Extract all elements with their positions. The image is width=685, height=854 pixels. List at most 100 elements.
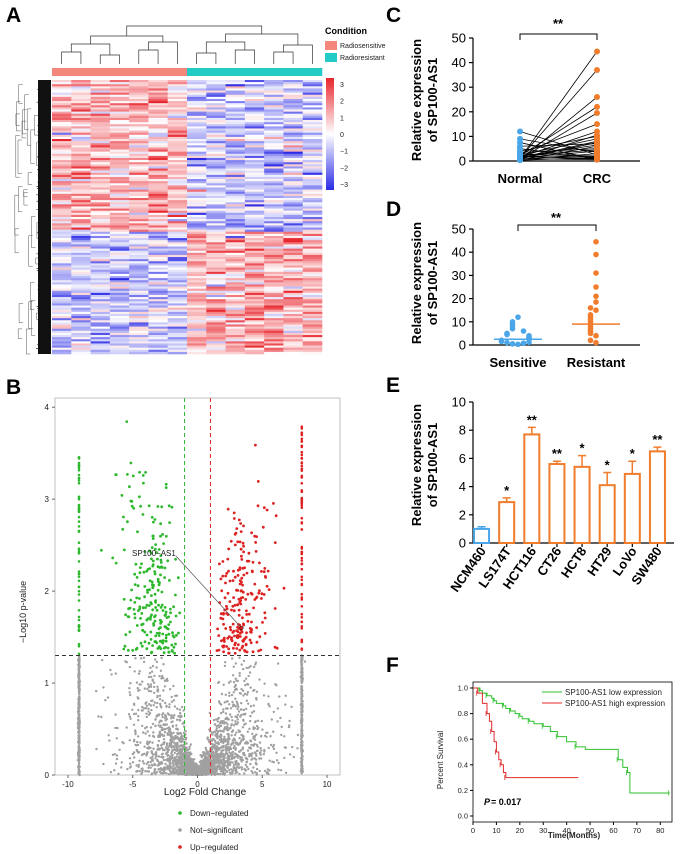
volcano-point-down — [138, 566, 142, 569]
heatmap-cell — [206, 223, 226, 226]
heatmap-cell — [90, 271, 111, 275]
volcano-point-up — [227, 547, 231, 551]
volcano-point-down — [77, 481, 81, 485]
heatmap-cell — [302, 147, 323, 150]
volcano-point-not-significant — [154, 772, 157, 775]
heatmap-cell — [109, 235, 130, 239]
heatmap-cell — [148, 92, 169, 96]
heatmap-cell — [52, 200, 72, 203]
heatmap-cell — [264, 147, 284, 150]
volcano-point-not-significant — [216, 730, 219, 733]
volcano-point-down — [136, 530, 139, 534]
heatmap-cell — [52, 210, 72, 214]
heatmap-cell — [283, 107, 304, 110]
heatmap-cell — [90, 248, 111, 252]
volcano-point-not-significant — [78, 706, 81, 710]
heatmap-cell — [302, 193, 323, 197]
heatmap-cell — [225, 130, 246, 133]
heatmap-cell — [148, 278, 169, 281]
volcano-point-not-significant — [162, 738, 166, 741]
heatmap-cell — [129, 126, 149, 129]
heatmap-cell — [109, 280, 130, 283]
heatmap-cell — [148, 136, 169, 140]
heatmap-cell — [167, 202, 188, 205]
volcano-point-not-significant — [251, 771, 254, 775]
heatmap-cell — [244, 250, 265, 254]
heatmap-cell — [90, 212, 111, 216]
heatmap-cell — [225, 105, 246, 108]
heatmap-cell — [187, 174, 207, 178]
volcano-point-not-significant — [266, 771, 269, 774]
heatmap-cell — [52, 235, 72, 239]
volcano-point-not-significant — [270, 718, 273, 721]
volcano-point-not-significant — [231, 761, 234, 764]
dendrogram-branch — [148, 41, 178, 64]
heatmap-cell — [71, 155, 91, 159]
heatmap-cell — [206, 115, 226, 119]
heatmap-cell — [52, 103, 72, 106]
heatmap-cell — [148, 113, 169, 117]
heatmap-cell — [71, 316, 91, 319]
volcano-point-not-significant — [247, 666, 251, 669]
volcano-point-not-significant — [202, 752, 206, 756]
heatmap-cell — [109, 219, 130, 222]
volcano-point-not-significant — [243, 772, 246, 775]
heatmap-cell — [109, 221, 130, 224]
heatmap-cell — [109, 181, 130, 184]
heatmap-cell — [167, 120, 188, 123]
volcano-point-not-significant — [240, 708, 243, 711]
volcano-point-not-significant — [300, 721, 303, 725]
heatmap-cell — [283, 227, 304, 230]
heatmap-cell — [302, 337, 323, 340]
condition-bar-cell — [244, 68, 265, 76]
color-scale-tick: 0 — [340, 132, 344, 139]
volcano-point-not-significant — [114, 713, 117, 716]
heatmap-cell — [187, 179, 207, 182]
heatmap-cell — [206, 174, 226, 178]
heatmap-cell — [244, 170, 265, 174]
heatmap-cell — [283, 84, 304, 87]
volcano-point-down — [144, 606, 147, 609]
row-dendrogram-dense — [38, 80, 51, 354]
heatmap-cell — [302, 96, 323, 100]
heatmap-cell — [187, 86, 207, 89]
heatmap-cell — [109, 101, 130, 104]
heatmap-cell — [206, 139, 226, 142]
volcano-point-not-significant — [194, 762, 198, 765]
heatmap-cell — [264, 290, 284, 294]
volcano-point-not-significant — [160, 656, 163, 660]
volcano-point-not-significant — [141, 680, 144, 683]
volcano-point-down — [164, 486, 168, 489]
volcano-point-not-significant — [152, 747, 155, 750]
heatmap-cell — [206, 227, 226, 230]
heatmap-cell — [206, 212, 226, 216]
volcano-point-down — [151, 534, 155, 538]
heatmap-cell — [264, 276, 284, 279]
heatmap-cell — [52, 227, 72, 230]
heatmap-cell — [129, 117, 149, 121]
heatmap-cell — [283, 309, 304, 313]
heatmap-cell — [109, 210, 130, 214]
volcano-point-not-significant — [240, 702, 243, 705]
volcano-point-not-significant — [161, 756, 164, 759]
heatmap-cell — [52, 143, 72, 146]
volcano-point-not-significant — [173, 738, 176, 741]
heatmap-cell — [167, 191, 188, 195]
volcano-point-not-significant — [150, 675, 153, 679]
heatmap-cell — [129, 286, 149, 289]
heatmap-cell — [148, 339, 169, 342]
heatmap-cell — [244, 235, 265, 239]
heatmap-cell — [187, 322, 207, 325]
heatmap-cell — [244, 223, 265, 226]
heatmap-cell — [302, 212, 323, 216]
heatmap-cell — [71, 330, 91, 334]
heatmap-cell — [52, 316, 72, 319]
heatmap-cell — [283, 168, 304, 171]
heatmap-cell — [90, 242, 111, 245]
heatmap-cell — [129, 189, 149, 193]
heatmap-cell — [71, 153, 91, 157]
volcano-point-up — [219, 612, 223, 616]
volcano-point-up — [254, 550, 258, 553]
heatmap-cell — [167, 151, 188, 155]
heatmap-cell — [225, 219, 246, 222]
